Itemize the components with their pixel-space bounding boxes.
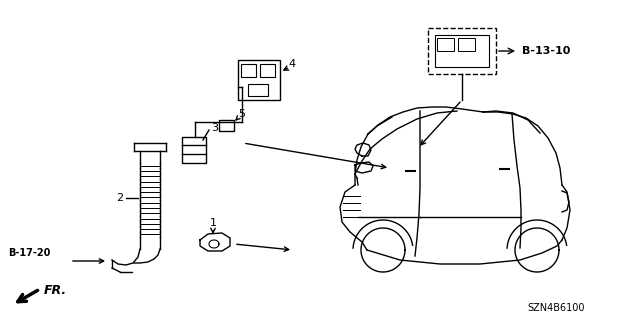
Bar [248,84,268,96]
Text: 3: 3 [211,123,218,133]
Bar [238,60,280,100]
Text: 2: 2 [116,193,124,203]
Bar [428,28,496,74]
Bar [182,137,206,163]
Text: 4: 4 [288,59,295,69]
Bar [437,38,454,51]
Text: FR.: FR. [44,285,67,298]
Bar [260,64,275,77]
Bar [458,38,475,51]
Text: SZN4B6100: SZN4B6100 [527,303,584,313]
Text: B-17-20: B-17-20 [8,248,51,258]
Bar [435,35,489,67]
Text: 5: 5 [238,109,245,119]
Text: 1: 1 [209,218,216,228]
Bar [241,64,256,77]
Text: B-13-10: B-13-10 [522,46,570,56]
Bar [219,120,234,131]
